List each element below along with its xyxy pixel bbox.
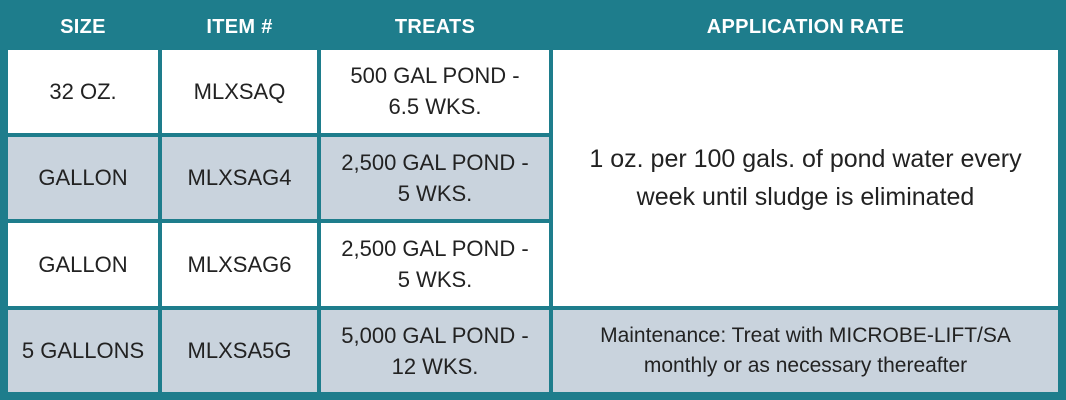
header-item: ITEM #	[162, 8, 317, 46]
header-treats: TREATS	[321, 8, 549, 46]
header-application-rate: APPLICATION RATE	[553, 8, 1058, 46]
treats-line-2: 5 WKS.	[397, 180, 473, 206]
cell-treats: 2,500 GAL POND - 5 WKS.	[321, 136, 549, 219]
rate-line-1: 1 oz. per 100 gals. of pond water every	[589, 144, 1022, 173]
header-row: SIZE ITEM # TREATS APPLICATION RATE	[8, 8, 1058, 46]
table-row: 5 GALLONS MLXSA5G 5,000 GAL POND - 12 WK…	[8, 309, 1058, 392]
cell-treats: 2,500 GAL POND - 5 WKS.	[321, 223, 549, 306]
cell-size: GALLON	[8, 136, 158, 219]
cell-item: MLXSAG4	[162, 136, 317, 219]
cell-item: MLXSAQ	[162, 50, 317, 133]
cell-treats: 500 GAL POND - 6.5 WKS.	[321, 50, 549, 133]
cell-size: 5 GALLONS	[8, 309, 158, 392]
table-row: 32 OZ. MLXSAQ 500 GAL POND - 6.5 WKS. 1 …	[8, 50, 1058, 306]
treats-line-1: 2,500 GAL POND -	[341, 236, 529, 262]
cell-maintenance: Maintenance: Treat with MICROBE-LIFT/SA …	[553, 309, 1058, 392]
maintenance-line-1: Maintenance: Treat with MICROBE-LIFT/SA	[600, 323, 1011, 347]
cell-size: GALLON	[8, 223, 158, 306]
header-size: SIZE	[8, 8, 158, 46]
table-row: GALLON MLXSAG4 2,500 GAL POND - 5 WKS.	[8, 136, 1058, 219]
treats-line-2: 12 WKS.	[391, 353, 479, 379]
treats-line-2: 6.5 WKS.	[388, 94, 482, 120]
cell-treats: 5,000 GAL POND - 12 WKS.	[321, 309, 549, 392]
treats-line-2: 5 WKS.	[397, 267, 473, 293]
cell-item: MLXSAG6	[162, 223, 317, 306]
cell-size: 32 OZ.	[8, 50, 158, 133]
treats-line-1: 5,000 GAL POND -	[341, 322, 529, 348]
cell-item: MLXSA5G	[162, 309, 317, 392]
product-table: SIZE ITEM # TREATS APPLICATION RATE 32 O…	[4, 4, 1062, 396]
cell-application-rate: 1 oz. per 100 gals. of pond water every …	[553, 50, 1058, 306]
table-row: GALLON MLXSAG6 2,500 GAL POND - 5 WKS.	[8, 223, 1058, 306]
treats-line-1: 500 GAL POND -	[350, 63, 520, 89]
maintenance-line-2: monthly or as necessary thereafter	[643, 353, 968, 377]
rate-line-2: week until sludge is eliminated	[636, 182, 975, 211]
treats-line-1: 2,500 GAL POND -	[341, 149, 529, 175]
